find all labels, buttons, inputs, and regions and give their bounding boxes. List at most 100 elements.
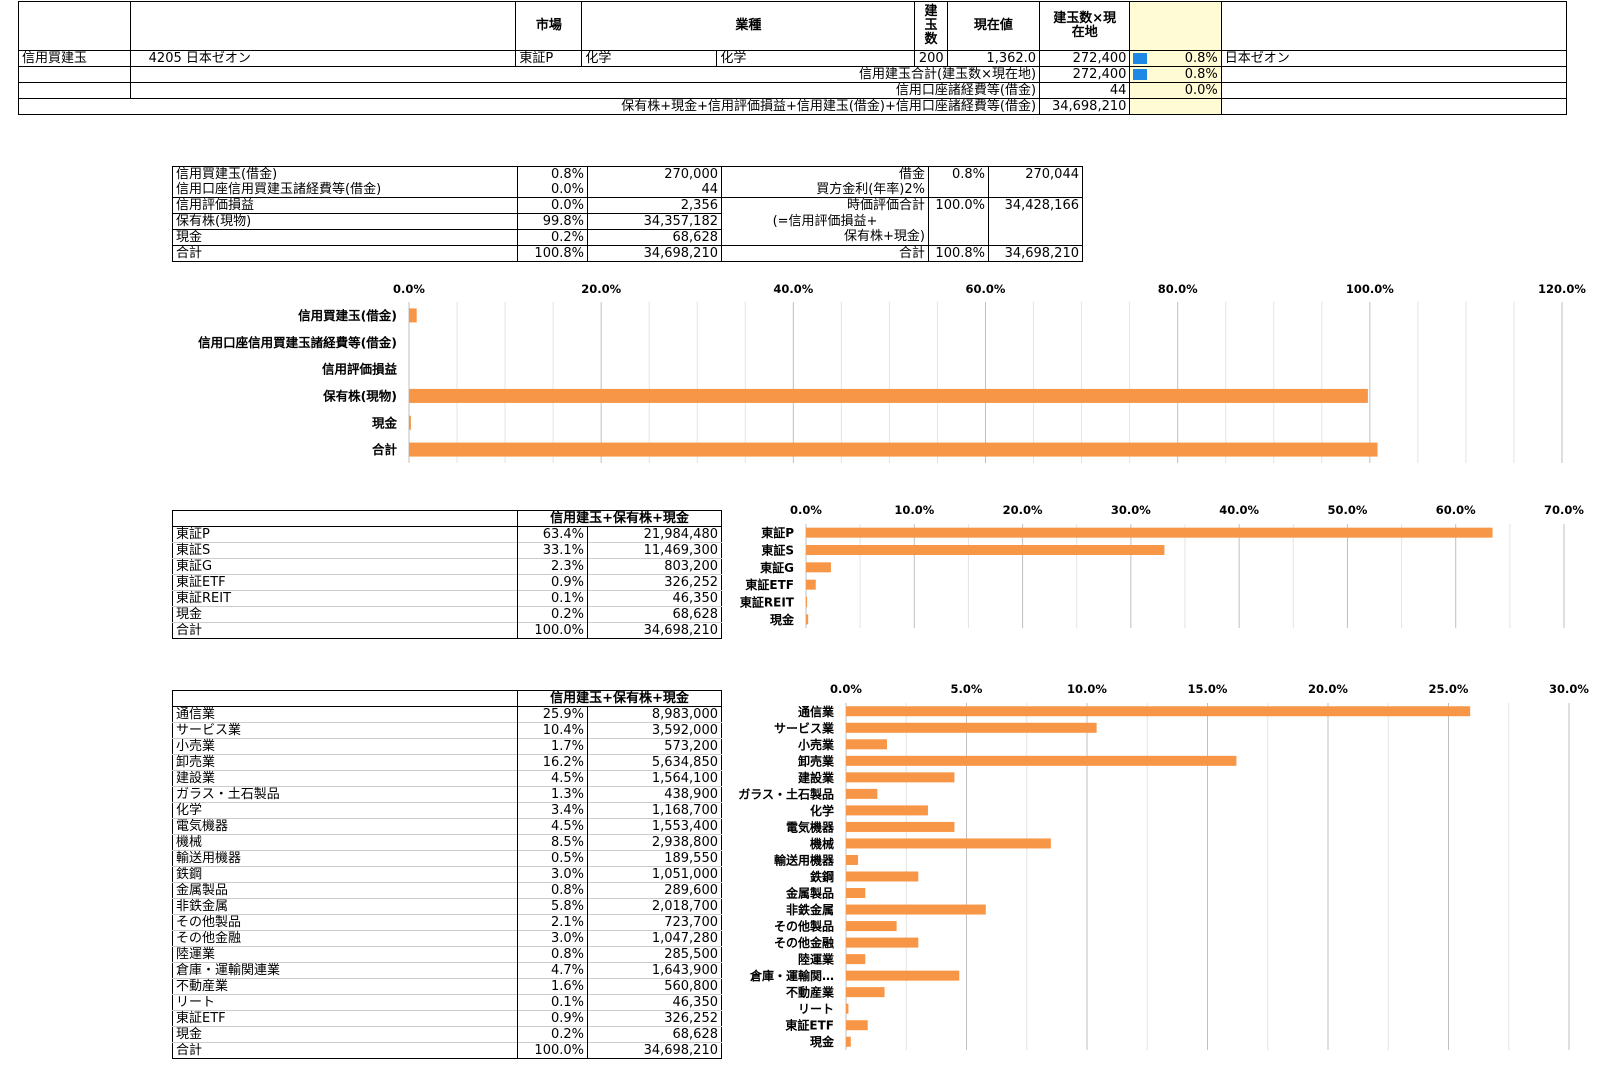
market-value: 68,628: [587, 606, 722, 623]
bar: [409, 415, 411, 430]
bar: [846, 1036, 851, 1047]
bar: [846, 838, 1051, 849]
x-tick-label: 70.0%: [1544, 503, 1584, 517]
category-label: 東証P: [761, 525, 794, 540]
total-pct: 100.8%: [928, 245, 989, 262]
industry-row: リート 0.1% 46,350: [172, 994, 722, 1011]
industry-value: 1,051,000: [587, 866, 722, 883]
industry-value: 3,592,000: [587, 722, 722, 739]
bar: [846, 921, 897, 932]
industry-value: 68,628: [587, 1026, 722, 1043]
rate-label: 買方金利(年率)2%: [721, 182, 929, 198]
eval-label-3: 保有株+現金): [721, 229, 929, 246]
bar: [846, 788, 878, 799]
summary-row: 信用買建玉(借金) 0.8% 270,000 借金 0.8% 270,044: [173, 166, 1083, 182]
market-pct: 2.3%: [517, 558, 588, 575]
market-row: 東証P 63.4% 21,984,480: [172, 526, 722, 543]
bar: [846, 739, 887, 750]
bar: [806, 614, 809, 625]
x-tick-label: 40.0%: [773, 282, 813, 296]
industry-row: 非鉄金属 5.8% 2,018,700: [172, 898, 722, 915]
category-label: 非鉄金属: [786, 902, 834, 917]
industry-row: サービス業 10.4% 3,592,000: [172, 722, 722, 739]
industry-row: 建設業 4.5% 1,564,100: [172, 770, 722, 787]
category-label: その他金融: [774, 935, 834, 950]
category-label: 現金: [770, 612, 795, 627]
market-value: 803,200: [587, 558, 722, 575]
bar: [846, 722, 1097, 733]
sum3-value: 34,698,210: [1039, 98, 1131, 115]
industry-value: 285,500: [587, 946, 722, 963]
market-label: 東証G: [176, 558, 213, 574]
category-label: 不動産業: [786, 985, 835, 1000]
summary-value: 44: [587, 182, 722, 198]
industry-pct: 0.5%: [517, 850, 588, 867]
industry-value: 289,600: [587, 882, 722, 899]
industry-pct: 0.8%: [517, 946, 588, 963]
industry-row: ガラス・土石製品 1.3% 438,900: [172, 786, 722, 803]
industry-pct: 3.0%: [517, 930, 588, 947]
summary-row: 現金 0.2% 68,628 保有株+現金): [172, 229, 1083, 246]
eval-label-2: (=信用評価損益+: [721, 213, 929, 230]
category-label: 東証ETF: [785, 1018, 834, 1033]
summary-pct: 99.8%: [517, 213, 588, 230]
bar: [846, 1020, 868, 1031]
bar: [806, 597, 808, 607]
bar: [409, 388, 1368, 403]
debt-label: 借金: [721, 166, 929, 182]
industry-row: 卸売業 16.2% 5,634,850: [172, 754, 722, 771]
category-label: 合計: [372, 442, 398, 457]
industry-label: 電気機器: [176, 818, 229, 834]
row-pct-bar: [1133, 52, 1148, 64]
bar: [806, 562, 831, 573]
industry-row: その他製品 2.1% 723,700: [172, 914, 722, 931]
industry-value: 46,350: [587, 994, 722, 1011]
industry-pct: 25.9%: [517, 706, 588, 723]
row-pct: 0.8%: [1184, 50, 1218, 66]
industry-label: 現金: [176, 1026, 203, 1042]
market-value: 21,984,480: [587, 526, 722, 543]
industry-pct: 8.5%: [517, 834, 588, 851]
x-tick-label: 10.0%: [894, 503, 934, 517]
market-label: 現金: [176, 606, 203, 622]
industry-label: 輸送用機器: [176, 850, 242, 866]
industry-pct: 2.1%: [517, 914, 588, 931]
x-tick-label: 30.0%: [1111, 503, 1151, 517]
market-pct: 33.1%: [517, 542, 588, 559]
bar: [806, 579, 816, 590]
industry-pct: 10.4%: [517, 722, 588, 739]
summary-label: 合計: [176, 245, 203, 261]
industry-row: 合計 100.0% 34,698,210: [172, 1042, 722, 1059]
x-tick-label: 20.0%: [1003, 503, 1043, 517]
category-label: ガラス・土石製品: [738, 786, 834, 801]
x-tick-label: 0.0%: [393, 282, 425, 296]
industry-label: 不動産業: [176, 978, 229, 994]
industry-label: 小売業: [176, 738, 216, 754]
category-label: 通信業: [798, 704, 835, 719]
industry-pct: 0.8%: [517, 882, 588, 899]
debt-value: 270,044: [988, 166, 1083, 182]
category-label: 電気機器: [786, 819, 835, 834]
category-label: 鉄鋼: [810, 869, 834, 884]
market-pct: 0.1%: [517, 590, 588, 607]
category-label: 機械: [810, 836, 834, 851]
market-row: 東証REIT 0.1% 46,350: [172, 590, 722, 607]
category-label: リート: [798, 1002, 834, 1016]
industry-value: 2,938,800: [587, 834, 722, 851]
industry-row: 電気機器 4.5% 1,553,400: [172, 818, 722, 835]
eval-pct: 100.0%: [928, 197, 989, 214]
industry-value: 1,553,400: [587, 818, 722, 835]
market-value: 34,698,210: [587, 622, 722, 639]
industry-pct: 16.2%: [517, 754, 588, 771]
x-tick-label: 0.0%: [830, 682, 862, 696]
bar: [846, 987, 885, 998]
header-qty: 建玉数: [914, 1, 948, 51]
industry-value: 1,168,700: [587, 802, 722, 819]
market-pct: 63.4%: [517, 526, 588, 543]
industry-label: 金属製品: [176, 882, 229, 898]
industry-label: その他金融: [176, 930, 242, 946]
summary-label: 現金: [172, 229, 518, 246]
industry-value: 189,550: [587, 850, 722, 867]
industry-table: 信用建玉+保有株+現金 通信業 25.9% 8,983,000 サービス業 10.4% 3…: [172, 690, 722, 1059]
category-label: 信用口座信用買建玉諸経費等(借金): [198, 335, 397, 350]
